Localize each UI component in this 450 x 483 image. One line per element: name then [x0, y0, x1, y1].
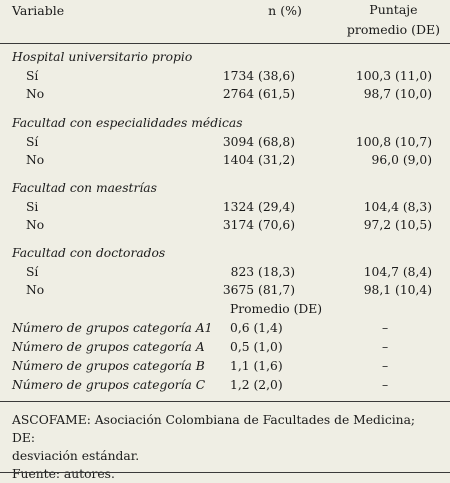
table-row: Número de grupos categoría C 1,2 (2,0) – [0, 378, 450, 396]
row-label: Sí [26, 265, 39, 279]
row-puntaje: 98,1 (10,4) [363, 283, 432, 297]
section-title: Facultad con doctorados [12, 246, 166, 260]
row-n: 1404 (31,2) [222, 153, 295, 167]
row-n: 2764 (61,5) [222, 87, 295, 101]
row-label: No [26, 153, 45, 167]
group-puntaje: – [382, 378, 389, 392]
table-header: Variable n (%) Puntaje promedio (DE) [0, 0, 450, 42]
bottom-rule [0, 472, 450, 473]
row-label: No [26, 87, 45, 101]
table-row: Número de grupos categoría A 0,5 (1,0) – [0, 340, 450, 358]
footnote-rule [0, 401, 450, 402]
row-label: Sí [26, 135, 39, 149]
row-puntaje: 96,0 (9,0) [371, 153, 432, 167]
row-n: 3174 (70,6) [222, 218, 295, 232]
group-value: 1,2 (2,0) [230, 378, 283, 392]
group-label: Número de grupos categoría C [12, 378, 206, 392]
group-label: Número de grupos categoría B [12, 359, 205, 373]
row-puntaje: 97,2 (10,5) [363, 218, 432, 232]
row-n: 823 (18,3) [230, 265, 295, 279]
group-value: 0,5 (1,0) [230, 340, 283, 354]
row-puntaje: 98,7 (10,0) [363, 87, 432, 101]
group-value: 1,1 (1,6) [230, 359, 283, 373]
group-value: 0,6 (1,4) [230, 321, 283, 335]
row-n: 3675 (81,7) [222, 283, 295, 297]
footnote-line: Fuente: autores. [12, 467, 115, 481]
row-n: 1734 (38,6) [222, 69, 295, 83]
promedio-header: Promedio (DE) [230, 302, 323, 316]
table-row: Sí 1734 (38,6) 100,3 (11,0) [0, 69, 450, 87]
section-title: Facultad con maestrías [12, 181, 157, 195]
row-label: Si [26, 200, 39, 214]
header-n-pct: n (%) [268, 3, 302, 18]
group-puntaje: – [382, 321, 389, 335]
row-label: No [26, 283, 45, 297]
table-row: No 3675 (81,7) 98,1 (10,4) [0, 283, 450, 301]
row-puntaje: 100,3 (11,0) [355, 69, 432, 83]
table-row: Si 1324 (29,4) 104,4 (8,3) [0, 200, 450, 218]
group-puntaje: – [382, 359, 389, 373]
table-row: No 1404 (31,2) 96,0 (9,0) [0, 153, 450, 171]
section-title: Hospital universitario propio [12, 50, 193, 64]
group-label: Número de grupos categoría A1 [12, 321, 213, 335]
table-row: Número de grupos categoría A1 0,6 (1,4) … [0, 321, 450, 339]
row-puntaje: 100,8 (10,7) [355, 135, 432, 149]
footnote-line: desviación estándar. [12, 449, 140, 463]
group-label: Número de grupos categoría A [12, 340, 205, 354]
row-n: 3094 (68,8) [222, 135, 295, 149]
table-row: No 3174 (70,6) 97,2 (10,5) [0, 218, 450, 236]
header-puntaje-line2: promedio (DE) [346, 22, 440, 37]
row-n: 1324 (29,4) [222, 200, 295, 214]
table-row: No 2764 (61,5) 98,7 (10,0) [0, 87, 450, 105]
table-row: Número de grupos categoría B 1,1 (1,6) – [0, 359, 450, 377]
section-title: Facultad con especialidades médicas [12, 116, 243, 130]
row-puntaje: 104,7 (8,4) [363, 265, 432, 279]
row-puntaje: 104,4 (8,3) [363, 200, 432, 214]
footnote-line: ASCOFAME: Asociación Colombiana de Facul… [12, 413, 416, 445]
header-variable: Variable [12, 3, 65, 18]
row-label: Sí [26, 69, 39, 83]
group-puntaje: – [382, 340, 389, 354]
header-puntaje: Puntaje promedio (DE) [347, 0, 440, 40]
row-label: No [26, 218, 45, 232]
header-rule [0, 43, 450, 44]
table-row: Sí 3094 (68,8) 100,8 (10,7) [0, 135, 450, 153]
header-puntaje-line1: Puntaje [369, 2, 418, 17]
table-row: Sí 823 (18,3) 104,7 (8,4) [0, 265, 450, 283]
